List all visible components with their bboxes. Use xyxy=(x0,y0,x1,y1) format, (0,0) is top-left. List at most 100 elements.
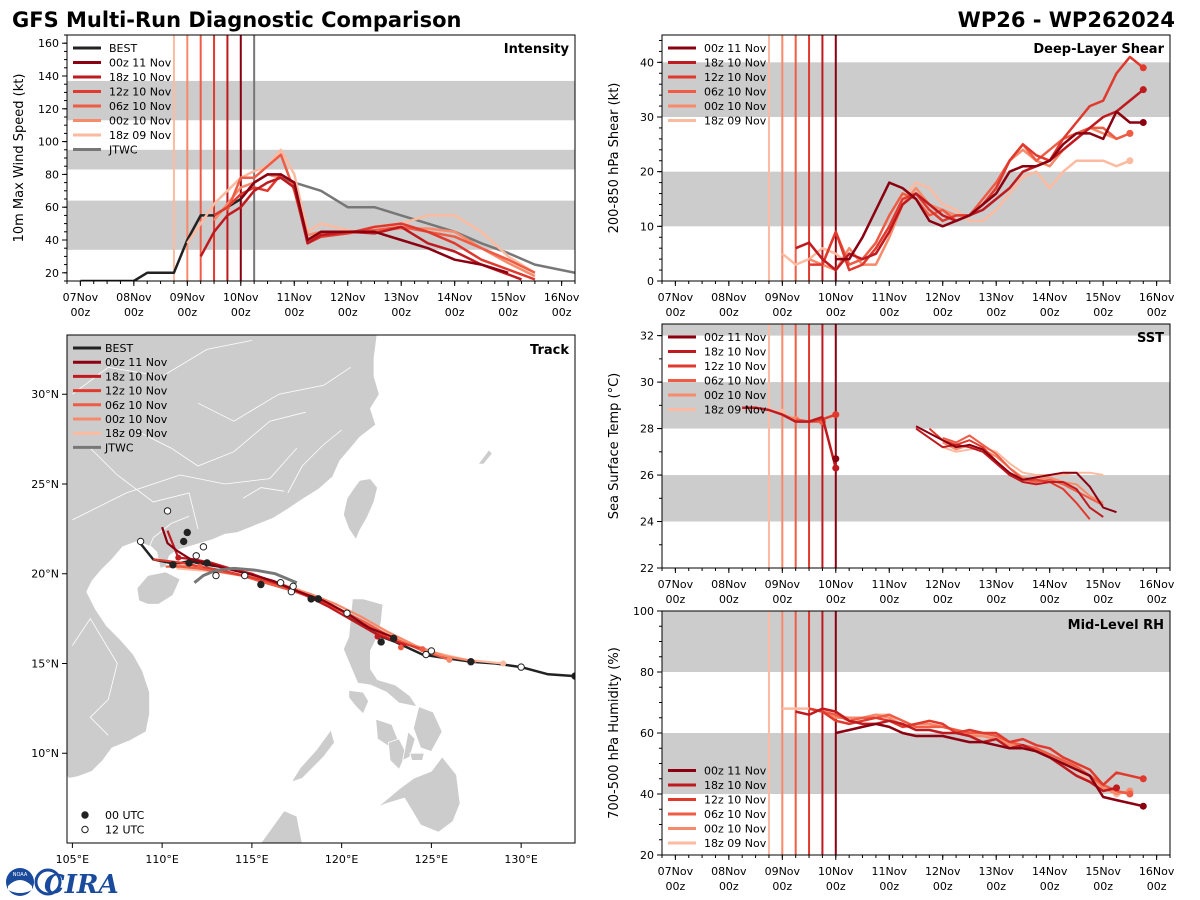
shear-xtick-label: 09Nov xyxy=(765,291,801,304)
admin-border-2 xyxy=(90,447,199,529)
track-legend-label: 06z 10 Nov xyxy=(105,399,168,412)
rh-xtick-label-hour: 00z xyxy=(719,880,739,893)
sst-legend-label: 06z 10 Nov xyxy=(704,375,767,388)
track-marker-00utc xyxy=(377,638,385,646)
shear-xtick-label-hour: 00z xyxy=(1147,306,1167,319)
rh-legend-label: 00z 11 Nov xyxy=(704,765,767,778)
sst-band-2 xyxy=(662,324,1170,336)
track-panel: 105°E 110°E 115°E 120°E 125°E 130°E 10°N 15°N 20… xyxy=(31,334,576,866)
track-marker-12utc xyxy=(427,647,436,655)
rh-xtick-label-hour: 00z xyxy=(826,880,846,893)
figure-title: GFS Multi-Run Diagnostic Comparison xyxy=(12,8,461,32)
intensity-series-line-0 xyxy=(239,173,509,274)
sst-title: SST xyxy=(1137,331,1164,346)
track-ytick-label: 30°N xyxy=(31,388,59,401)
intensity-xtick-label-hour: 00z xyxy=(70,306,90,319)
cira-logo-text: CIRA xyxy=(44,870,119,900)
shear-xtick-label-hour: 00z xyxy=(665,306,685,319)
shear-xtick-label: 14Nov xyxy=(1032,291,1068,304)
track-series-marker xyxy=(397,644,404,651)
intensity-band-1 xyxy=(67,149,575,170)
track-marker-12utc xyxy=(289,582,297,591)
sst-xtick-label-hour: 00z xyxy=(986,593,1006,606)
intensity-xtick-label-hour: 00z xyxy=(552,306,572,319)
track-map-area xyxy=(67,335,575,843)
intensity-legend-label: 12z 10 Nov xyxy=(109,86,172,99)
admin-border-3 xyxy=(197,366,351,422)
rh-title: Mid-Level RH xyxy=(1068,618,1164,633)
track-legend-label: BEST xyxy=(105,342,133,355)
admin-border-0 xyxy=(72,447,298,521)
intensity-panel: 20 40 60 80 100 120 140 160 07Nov 00z 08Nov 00z 09No… xyxy=(12,34,580,319)
intensity-legend-label: 06z 10 Nov xyxy=(109,100,172,113)
rh-ytick-label: 80 xyxy=(640,666,654,679)
track-marker-12utc xyxy=(422,650,430,659)
track-xtick-label: 120°E xyxy=(325,853,358,866)
track-marker-12utc xyxy=(241,571,249,580)
track-xtick-label: 115°E xyxy=(235,853,268,866)
sst-xtick-label: 09Nov xyxy=(765,578,801,591)
shear-legend-label: 12z 10 Nov xyxy=(704,71,767,84)
shear-ytick-label: 0 xyxy=(647,275,654,288)
intensity-title: Intensity xyxy=(504,42,570,57)
sst-xtick-label: 12Nov xyxy=(925,578,961,591)
rh-ytick-label: 60 xyxy=(640,727,654,740)
intensity-ytick-label: 20 xyxy=(45,267,59,280)
track-marker-00utc xyxy=(314,595,323,603)
intensity-legend-label: 00z 10 Nov xyxy=(109,115,172,128)
admin-border-1 xyxy=(135,411,306,467)
intensity-xtick-label: 07Nov xyxy=(63,291,99,304)
shear-xtick-label-hour: 00z xyxy=(1093,306,1113,319)
shear-title: Deep-Layer Shear xyxy=(1033,42,1164,57)
track-marker-00utc xyxy=(203,559,211,567)
sst-ytick-label: 32 xyxy=(640,330,654,343)
intensity-legend-label: 00z 11 Nov xyxy=(109,57,172,70)
intensity-xtick-label-hour: 00z xyxy=(445,306,465,319)
track-xtick-label: 110°E xyxy=(145,853,178,866)
shear-plot-area xyxy=(662,35,1170,281)
land-borneo_tip xyxy=(260,810,303,843)
rh-series-dot-1 xyxy=(1113,784,1121,792)
shear-series-dot-0 xyxy=(1139,118,1147,126)
land-palawan xyxy=(290,729,335,783)
land-visayas3 xyxy=(387,738,407,771)
sst-series-dot-1 xyxy=(832,464,840,472)
shear-xtick-label-hour: 00z xyxy=(879,306,899,319)
intensity-xtick-label: 11Nov xyxy=(277,291,313,304)
track-legend-label: 00z 10 Nov xyxy=(105,413,168,426)
noaa-wave-icon xyxy=(8,880,32,893)
sst-xtick-label-hour: 00z xyxy=(665,593,685,606)
shear-band-1 xyxy=(662,62,1170,117)
rh-xtick-label-hour: 00z xyxy=(1040,880,1060,893)
shear-series-dot-1 xyxy=(1139,86,1147,94)
land-bohol xyxy=(409,752,425,761)
intensity-xtick-label-hour: 00z xyxy=(124,306,144,319)
shear-legend-label: 00z 10 Nov xyxy=(704,100,767,113)
intensity-ytick-label: 140 xyxy=(38,70,59,83)
rh-panel: 20 40 60 80 100 07Nov 00z 08Nov 00z 09Nov 00z 10Nov… xyxy=(607,605,1175,893)
intensity-xtick-label-hour: 00z xyxy=(231,306,251,319)
track-marker-12utc xyxy=(192,552,200,560)
rh-legend-label: 18z 10 Nov xyxy=(704,779,767,792)
intensity-xtick-label-hour: 00z xyxy=(284,306,304,319)
shear-ytick-label: 40 xyxy=(640,56,654,69)
rh-xtick-label: 09Nov xyxy=(765,865,801,878)
shear-legend-label: 18z 09 Nov xyxy=(704,115,767,128)
rh-plot-area xyxy=(662,611,1170,855)
track-series-marker xyxy=(196,563,203,570)
rh-xtick-label-hour: 00z xyxy=(772,880,792,893)
sst-series-line-1-b xyxy=(915,427,1104,518)
track-legend-label: 12z 10 Nov xyxy=(105,385,168,398)
shear-xtick-label-hour: 00z xyxy=(772,306,792,319)
track-marker-00utc xyxy=(307,595,315,603)
track-series-marker xyxy=(446,656,453,663)
sst-xtick-label: 07Nov xyxy=(658,578,694,591)
track-marker-00utc xyxy=(467,657,475,666)
shear-xtick-label-hour: 00z xyxy=(719,306,739,319)
intensity-band-2 xyxy=(67,80,575,121)
intensity-xtick-label-hour: 00z xyxy=(391,306,411,319)
rh-legend-label: 00z 10 Nov xyxy=(704,823,767,836)
